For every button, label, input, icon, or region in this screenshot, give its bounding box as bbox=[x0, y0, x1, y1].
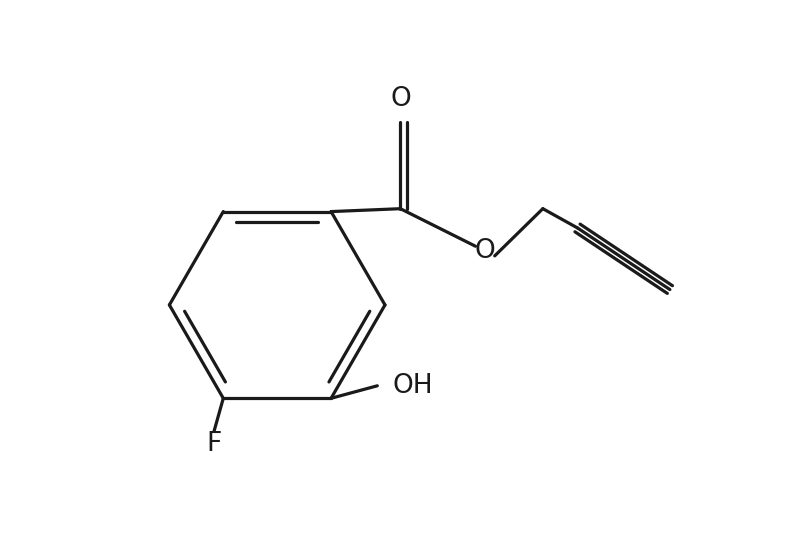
Text: F: F bbox=[206, 431, 221, 457]
Text: O: O bbox=[390, 86, 411, 112]
Text: OH: OH bbox=[392, 373, 433, 399]
Text: O: O bbox=[475, 238, 495, 264]
